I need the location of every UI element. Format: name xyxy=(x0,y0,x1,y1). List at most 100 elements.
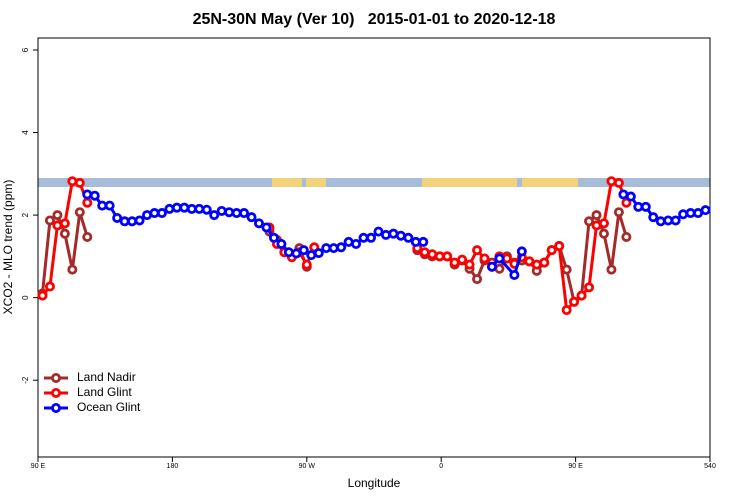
data-point xyxy=(700,205,711,216)
plot-frame xyxy=(37,37,711,458)
data-point xyxy=(261,222,272,233)
data-point xyxy=(351,238,362,249)
data-point xyxy=(546,245,557,256)
data-point xyxy=(464,259,475,270)
data-point xyxy=(606,176,617,187)
data-point xyxy=(516,246,527,257)
data-point xyxy=(112,212,123,223)
data-point xyxy=(539,257,550,268)
data-point xyxy=(625,191,636,202)
legend-label: Land Glint xyxy=(77,385,132,399)
data-point xyxy=(621,231,632,242)
data-point xyxy=(216,205,227,216)
data-point xyxy=(209,210,220,221)
data-point xyxy=(74,207,85,218)
x-tick-label: 180 xyxy=(167,463,179,470)
x-tick-label: 0 xyxy=(439,463,443,470)
data-point xyxy=(561,305,572,316)
data-point xyxy=(301,259,312,270)
data-point xyxy=(584,216,595,227)
data-point xyxy=(89,190,100,201)
data-point xyxy=(554,241,565,252)
land-band xyxy=(522,178,578,187)
legend-label: Ocean Glint xyxy=(77,400,141,414)
data-point xyxy=(328,243,339,254)
data-point xyxy=(254,218,265,229)
data-point xyxy=(670,215,681,226)
y-tick-label: 4 xyxy=(21,130,30,135)
data-point xyxy=(380,229,391,240)
data-point xyxy=(472,245,483,256)
y-tick-label: -2 xyxy=(21,376,30,384)
data-point xyxy=(156,208,167,219)
x-tick-label: 540 xyxy=(704,463,716,470)
legend-marker xyxy=(51,387,62,398)
data-point xyxy=(561,264,572,275)
data-point xyxy=(479,253,490,264)
data-point xyxy=(37,290,48,301)
data-point xyxy=(373,226,384,237)
legend-label: Land Nadir xyxy=(77,370,136,384)
chart-title: 25N-30N May (Ver 10) 2015-01-01 to 2020-… xyxy=(193,11,556,28)
data-point xyxy=(442,251,453,262)
data-point xyxy=(366,232,377,243)
data-point xyxy=(246,212,257,223)
y-axis-label: XCO2 - MLO trend (ppm) xyxy=(1,180,15,315)
land-band xyxy=(306,178,326,187)
data-point xyxy=(44,215,55,226)
data-point xyxy=(74,177,85,188)
data-point xyxy=(569,296,580,307)
data-point xyxy=(82,189,93,200)
data-point xyxy=(82,231,93,242)
data-point xyxy=(648,212,659,223)
legend-marker xyxy=(51,402,62,413)
data-point xyxy=(104,200,115,211)
data-point xyxy=(52,210,63,221)
data-point xyxy=(509,269,520,280)
data-point xyxy=(134,215,145,226)
x-tick-label: 90 W xyxy=(299,463,316,470)
data-point xyxy=(613,177,624,188)
data-point xyxy=(606,264,617,275)
data-point xyxy=(201,204,212,215)
data-point xyxy=(486,261,497,272)
data-point xyxy=(598,218,609,229)
data-point xyxy=(283,247,294,258)
data-point xyxy=(598,228,609,239)
data-point xyxy=(194,203,205,214)
data-point xyxy=(591,210,602,221)
data-point xyxy=(584,282,595,293)
data-point xyxy=(655,216,666,227)
data-point xyxy=(276,238,287,249)
x-tick-label: 90 E xyxy=(31,463,46,470)
data-point xyxy=(418,236,429,247)
data-point xyxy=(268,232,279,243)
data-point xyxy=(403,232,414,243)
data-point xyxy=(336,242,347,253)
data-point xyxy=(44,281,55,292)
data-point xyxy=(127,216,138,227)
y-tick-label: 2 xyxy=(21,212,30,217)
data-point xyxy=(291,248,302,259)
data-point xyxy=(239,208,250,219)
legend-marker xyxy=(51,372,62,383)
data-point xyxy=(640,201,651,212)
x-tick-label: 90 E xyxy=(568,463,583,470)
y-tick-label: 0 xyxy=(21,295,30,300)
data-point xyxy=(678,209,689,220)
land-ocean-band xyxy=(38,178,710,187)
y-tick-label: 6 xyxy=(21,47,30,52)
data-point xyxy=(298,245,309,256)
data-point xyxy=(313,248,324,259)
data-point xyxy=(613,207,624,218)
data-point xyxy=(457,254,468,265)
land-band xyxy=(422,178,517,187)
data-point xyxy=(494,253,505,264)
data-point xyxy=(82,197,93,208)
x-axis-label: Longitude xyxy=(348,476,401,490)
data-point xyxy=(59,228,70,239)
data-point xyxy=(224,207,235,218)
data-point xyxy=(179,202,190,213)
land-band xyxy=(272,178,302,187)
